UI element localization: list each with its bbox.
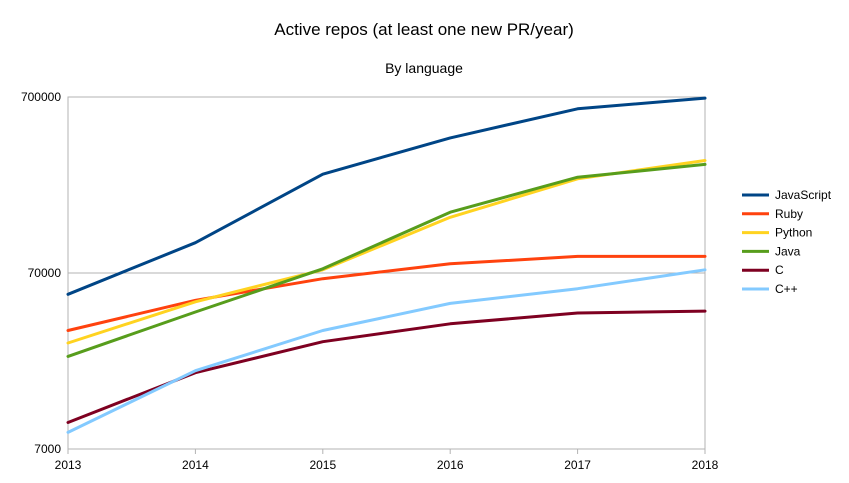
- series-lines: [66, 96, 707, 434]
- x-tick-label: 2013: [55, 458, 82, 472]
- x-tick-label: 2014: [182, 458, 209, 472]
- y-tick-label: 70000: [28, 266, 62, 280]
- legend-label: Python: [775, 226, 812, 240]
- x-tick-label: 2015: [309, 458, 336, 472]
- series-line-c: [66, 309, 707, 424]
- legend-label: Java: [775, 244, 801, 258]
- legend: JavaScript Ruby Python Java C C++: [742, 188, 832, 296]
- y-tick-label: 700000: [21, 90, 61, 104]
- x-tick-label: 2018: [692, 458, 719, 472]
- chart-title: Active repos (at least one new PR/year): [274, 20, 574, 39]
- legend-label: Ruby: [775, 207, 803, 221]
- series-line-cpp: [66, 268, 707, 434]
- chart-subtitle: By language: [385, 60, 463, 76]
- legend-label: C++: [775, 282, 798, 296]
- series-line-ruby: [66, 254, 707, 332]
- x-tick-label: 2016: [437, 458, 464, 472]
- series-line-javascript: [66, 96, 707, 296]
- legend-label: C: [775, 263, 784, 277]
- legend-label: JavaScript: [775, 188, 832, 202]
- axes: 7000 70000 700000 2013 2014 2015 2016 2017 2018: [21, 90, 719, 472]
- x-tick-label: 2017: [564, 458, 591, 472]
- series-line-java: [66, 162, 707, 358]
- grid-lines: [68, 96, 705, 450]
- y-tick-label: 7000: [34, 442, 61, 456]
